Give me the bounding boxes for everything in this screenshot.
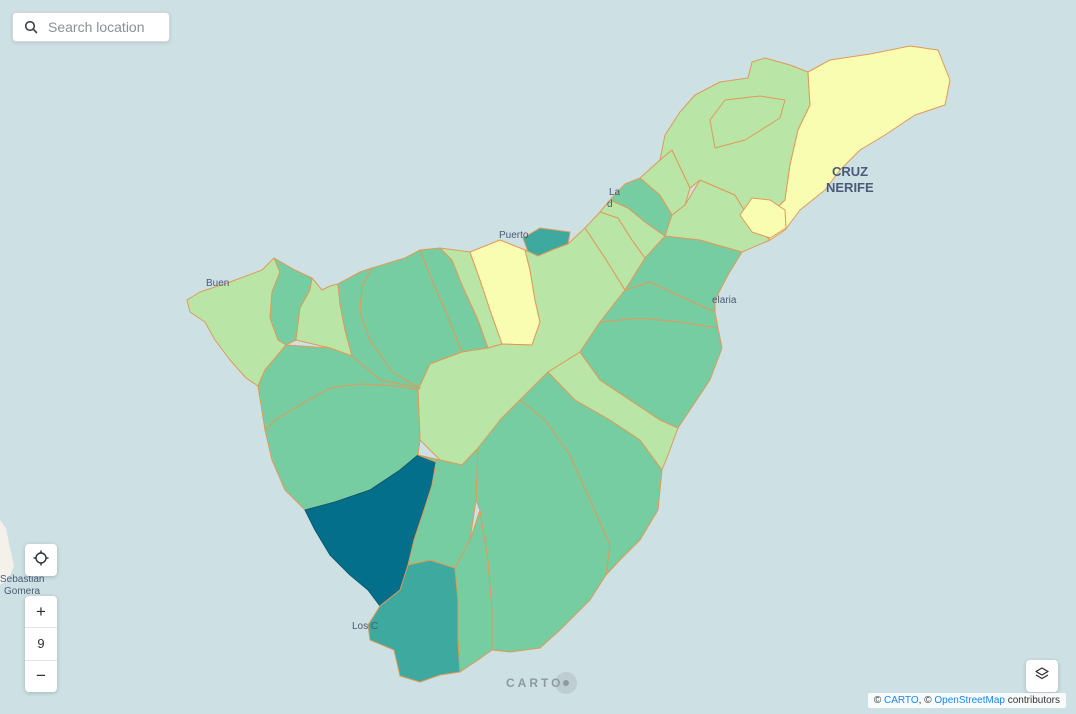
label-buenavista: Buen <box>206 278 229 289</box>
municipality-la-laguna-inner[interactable] <box>709 95 786 149</box>
municipality-santa-cruz[interactable] <box>749 45 951 241</box>
geolocate-button[interactable] <box>25 544 57 576</box>
attribution-osm-link[interactable]: OpenStreetMap <box>934 695 1005 706</box>
label-candelaria: elaria <box>712 295 737 306</box>
carto-logo-text: CARTO <box>506 676 564 690</box>
label-san-sebastian-2: Gomera <box>4 586 41 597</box>
label-la-laguna-2: d <box>607 199 613 210</box>
municipality-vilaflor[interactable] <box>407 447 479 569</box>
municipality-los-silos[interactable] <box>269 257 313 346</box>
label-puerto: Puerto <box>499 230 529 241</box>
zoom-control: + 9 − <box>25 596 57 692</box>
attribution-contributors: contributors <box>1007 695 1060 706</box>
label-santa-cruz-1: CRUZ <box>832 164 868 179</box>
la-gomera-island-edge <box>0 520 14 585</box>
label-san-sebastian-1: Sebastian <box>0 574 44 585</box>
attribution-copyright: © <box>873 695 882 706</box>
search-icon <box>24 20 38 34</box>
search-location-box[interactable] <box>12 12 170 42</box>
carto-logo: CARTO <box>506 672 578 694</box>
municipalities <box>186 45 951 683</box>
municipality-santa-cruz-south[interactable] <box>739 197 787 239</box>
label-los-cristianos: Los C <box>352 621 378 632</box>
layers-icon <box>1034 666 1050 687</box>
attribution-carto-link[interactable]: CARTO <box>884 695 919 706</box>
zoom-in-button[interactable]: + <box>36 601 46 621</box>
carto-logo-dot <box>555 672 578 694</box>
zoom-level: 9 <box>25 627 57 659</box>
layers-button[interactable] <box>1026 660 1058 692</box>
search-input[interactable] <box>48 19 158 35</box>
municipality-guia-de-isora[interactable] <box>264 383 421 511</box>
label-la-laguna-1: La <box>609 187 621 198</box>
attribution: © CARTO, © OpenStreetMap contributors <box>867 693 1066 708</box>
attribution-separator: , © <box>918 695 932 706</box>
crosshair-icon <box>33 550 49 571</box>
label-santa-cruz-2: NERIFE <box>826 180 874 195</box>
zoom-out-button[interactable]: − <box>25 659 57 692</box>
